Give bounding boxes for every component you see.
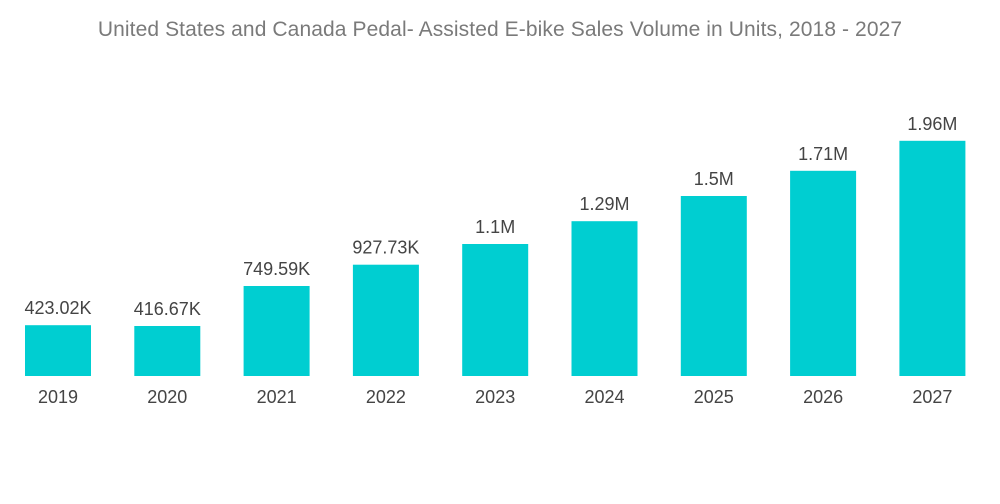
x-tick-label-2027: 2027 <box>912 387 952 407</box>
value-label-2027: 1.96M <box>907 114 957 134</box>
value-label-2021: 749.59K <box>243 259 310 279</box>
value-label-2019: 423.02K <box>24 298 91 318</box>
value-label-2025: 1.5M <box>694 169 734 189</box>
value-label-2026: 1.71M <box>798 144 848 164</box>
value-labels-layer: 423.02K 416.67K 749.59K 927.73K 1.1M 1.29M 1.5… <box>24 114 957 319</box>
bar-2024 <box>571 221 638 376</box>
x-tick-label-2021: 2021 <box>257 387 297 407</box>
bar-2021 <box>243 286 310 376</box>
value-label-2022: 927.73K <box>352 238 419 258</box>
x-tick-label-2020: 2020 <box>147 387 187 407</box>
bar-2025 <box>680 196 747 376</box>
value-label-2024: 1.29M <box>579 194 629 214</box>
x-tick-label-2019: 2019 <box>38 387 78 407</box>
x-tick-label-2024: 2024 <box>584 387 624 407</box>
bar-2022 <box>352 264 419 376</box>
x-tick-label-2025: 2025 <box>694 387 734 407</box>
bar-2020 <box>134 326 201 376</box>
bar-2019 <box>25 325 91 376</box>
chart-title: United States and Canada Pedal- Assisted… <box>97 18 903 41</box>
x-tick-label-2022: 2022 <box>366 387 406 407</box>
bar-2026 <box>790 170 857 376</box>
x-axis-tick-labels: 2019 2020 2021 2022 2023 2024 2025 2026 2027 <box>38 387 952 407</box>
x-tick-label-2023: 2023 <box>475 387 515 407</box>
value-label-2020: 416.67K <box>134 299 201 319</box>
bar-2027 <box>899 140 966 376</box>
bar-2023 <box>462 244 529 376</box>
x-tick-label-2026: 2026 <box>803 387 843 407</box>
bars-layer <box>25 140 966 376</box>
value-label-2023: 1.1M <box>475 217 515 237</box>
